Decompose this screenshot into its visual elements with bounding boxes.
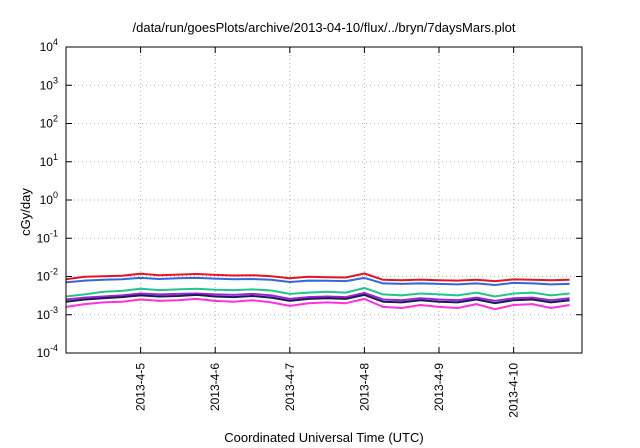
y-tick-exponent: -4 — [50, 343, 58, 353]
x-tick-label: 2013-4-10 — [507, 363, 521, 418]
y-tick-label: 10-3 — [37, 305, 58, 322]
series-lines — [65, 272, 570, 311]
series-line-4 — [65, 292, 570, 302]
series-line-3 — [65, 287, 570, 298]
grid — [66, 47, 582, 353]
y-tick-exponent: -1 — [50, 228, 58, 238]
x-tick-label: 2013-4-7 — [283, 363, 297, 411]
y-tick-exponent: 3 — [53, 75, 58, 85]
y-tick-label: 102 — [40, 114, 58, 131]
y-tick-exponent: -3 — [50, 305, 58, 315]
y-tick-exponent: -2 — [50, 267, 58, 277]
x-tick-label: 2013-4-9 — [432, 363, 446, 411]
y-tick-label: 10-1 — [37, 228, 58, 245]
series-line-5 — [65, 293, 570, 305]
y-tick-label: 10-4 — [37, 343, 58, 360]
chart-title: /data/run/goesPlots/archive/2013-04-10/f… — [133, 20, 516, 35]
y-tick-exponent: 0 — [53, 190, 58, 200]
x-tick-label: 2013-4-6 — [208, 363, 222, 411]
y-tick-exponent: 1 — [53, 152, 58, 162]
y-tick-label: 104 — [40, 37, 58, 54]
y-tick-exponent: 4 — [53, 37, 58, 47]
series-line-6 — [65, 297, 570, 311]
x-axis-label: Coordinated Universal Time (UTC) — [224, 430, 423, 445]
y-tick-label: 103 — [40, 75, 58, 92]
y-tick-label: 100 — [40, 190, 58, 207]
x-tick-label: 2013-4-5 — [134, 363, 148, 411]
y-tick-exponent: 2 — [53, 114, 58, 124]
y-axis-label: cGy/day — [18, 188, 33, 236]
y-tick-label: 101 — [40, 152, 58, 169]
y-tick-label: 10-2 — [37, 267, 58, 284]
series-line-1 — [65, 272, 570, 283]
x-tick-label: 2013-4-8 — [357, 363, 371, 411]
x-axis-ticks: 2013-4-5 2013-4-6 2013-4-7 2013-4-8 2013-4-9… — [134, 47, 521, 418]
series-line-2 — [65, 276, 570, 286]
